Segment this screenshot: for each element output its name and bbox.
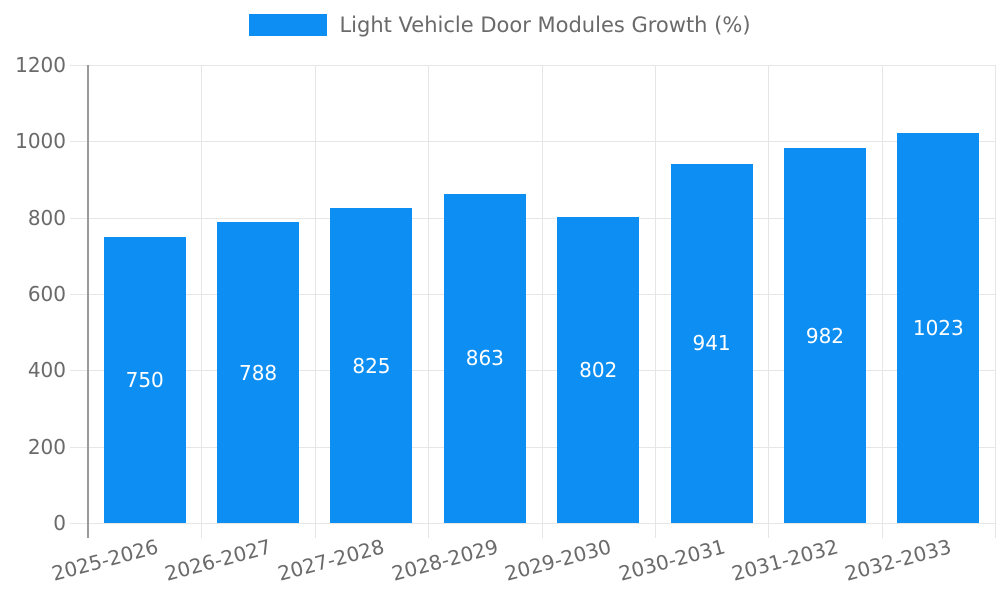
y-axis-tick-label: 1200 [15,53,66,77]
bar: 788 [217,222,300,523]
bar-value-label: 788 [238,360,278,385]
x-axis-tick [768,523,770,538]
y-axis-tick [70,65,88,66]
x-axis-tick [654,523,656,538]
y-axis-tick [70,217,88,219]
y-axis-tick [70,141,88,143]
gridline-vertical [995,65,996,523]
chart-legend[interactable]: Light Vehicle Door Modules Growth (%) [0,13,1000,37]
gridline-vertical [768,65,770,523]
x-axis-tick [201,523,203,538]
bar: 825 [330,208,413,523]
plot-area: 0 200 400 600 800 1000 1200 750 788 825 863 802 941 9… [15,53,996,586]
y-axis-tick-label: 400 [27,358,66,383]
y-axis-line [87,65,89,538]
bar-value-label: 1023 [912,315,964,340]
gridline-vertical [881,65,883,523]
y-axis-tick [70,523,88,524]
x-axis-tick [995,523,996,538]
y-axis-tick [70,294,88,295]
y-axis-tick-label: 1000 [15,129,66,154]
bar-value-label: 982 [805,323,845,348]
gridline-vertical [541,65,543,523]
gridline-vertical [654,65,656,523]
bar: 863 [443,193,526,523]
bar-value-label: 941 [692,331,731,356]
y-axis-tick-label: 800 [27,205,66,230]
legend-label: Light Vehicle Door Modules Growth (%) [339,13,751,37]
bar: 1023 [897,132,980,523]
y-axis-tick-label: 200 [27,434,66,459]
bar: 750 [103,236,186,523]
gridline-vertical [314,65,316,523]
bar: 982 [783,148,866,523]
y-axis-tick [70,446,88,448]
bar-value-label: 825 [352,353,391,378]
y-axis-tick-label: 0 [53,511,66,535]
bar-value-label: 802 [579,357,618,382]
x-axis-tick [428,523,430,538]
y-axis-tick [70,370,88,372]
legend-swatch-icon [249,14,328,36]
bar-value-label: 750 [125,367,164,392]
x-axis-tick [541,523,543,538]
bar: 802 [557,216,640,523]
y-axis-tick-label: 600 [27,282,66,306]
x-axis-tick [314,523,316,538]
bar: 941 [670,163,753,523]
gridline-vertical [428,65,430,523]
x-axis-tick [881,523,883,538]
bar-value-label: 863 [465,346,504,371]
gridline-vertical [201,65,203,523]
